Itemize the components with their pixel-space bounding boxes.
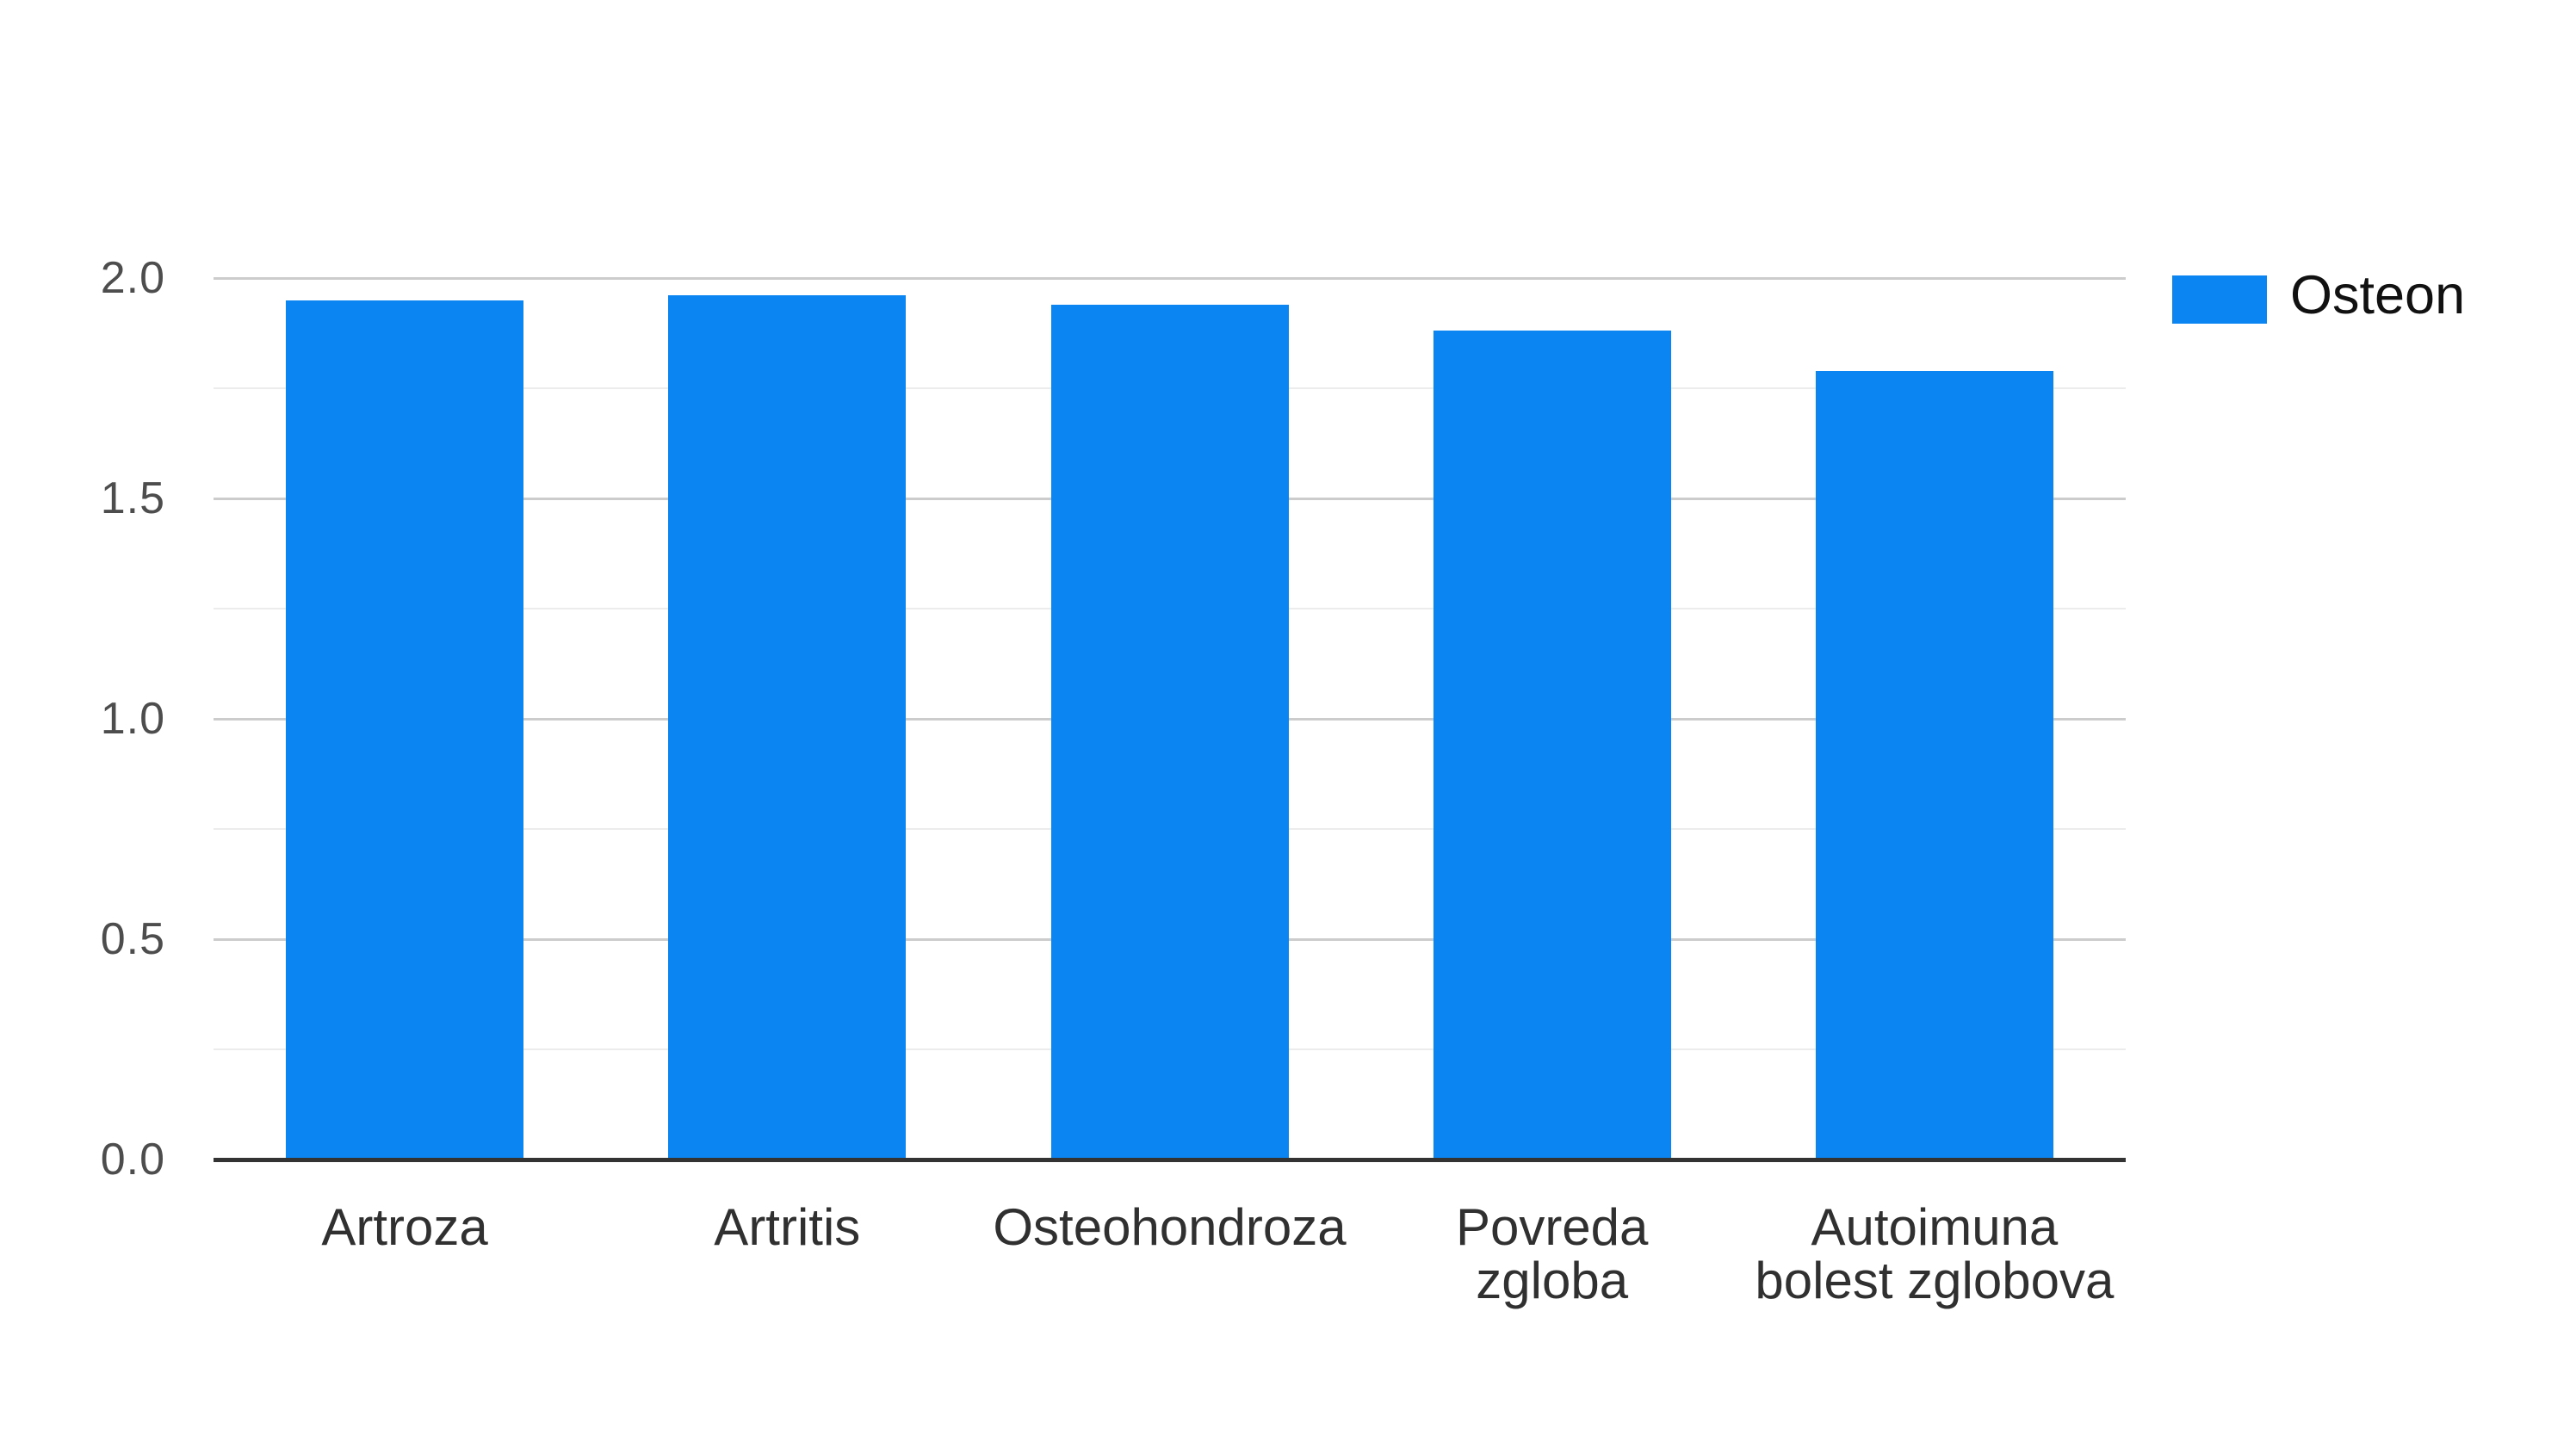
y-axis-tick-label: 1.0 [100, 694, 165, 744]
y-axis-tick-label: 1.5 [100, 473, 165, 523]
x-axis-category-label: bolest zglobova [1755, 1252, 2115, 1309]
bar-povreda-zgloba[interactable] [1433, 331, 1671, 1160]
bar-osteohondroza[interactable] [1050, 304, 1289, 1160]
x-axis-category-label: Osteohondroza [993, 1198, 1347, 1256]
bar-artritis[interactable] [668, 295, 907, 1160]
y-axis-tick-label: 2.0 [100, 253, 165, 303]
gridline-major [214, 276, 2126, 280]
legend-color-swatch [2172, 275, 2267, 324]
y-axis-tick-label: 0.5 [100, 914, 165, 964]
x-axis-category-label: Artritis [714, 1198, 861, 1256]
x-axis-category-label: Povreda [1455, 1198, 1649, 1256]
bar-autoimuna-bolest-zglobova[interactable] [1815, 370, 2053, 1160]
x-axis-baseline [214, 1158, 2126, 1162]
bar-artroza[interactable] [286, 300, 524, 1160]
x-axis-category-label: Artroza [321, 1198, 488, 1256]
x-axis-category-label: Autoimuna [1811, 1198, 2059, 1256]
x-axis-category-label: zgloba [1476, 1252, 1629, 1309]
legend-series-label: Osteon [2290, 265, 2466, 325]
y-axis-tick-label: 0.0 [100, 1135, 165, 1184]
